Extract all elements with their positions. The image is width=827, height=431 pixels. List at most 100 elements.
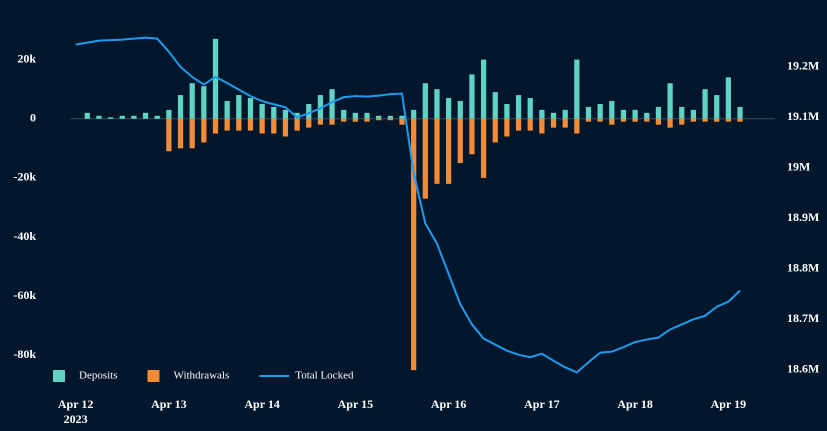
bar — [515, 95, 522, 119]
bar — [597, 103, 603, 119]
bar — [131, 115, 137, 119]
bar — [352, 112, 358, 119]
y-tick-label: 20k — [17, 51, 36, 65]
bar — [306, 118, 312, 128]
bar — [236, 118, 242, 131]
bar — [212, 38, 219, 119]
bar — [317, 118, 324, 125]
bar — [714, 118, 720, 122]
bar — [574, 118, 580, 134]
bar — [166, 118, 172, 152]
bar — [399, 118, 405, 125]
bar — [527, 118, 533, 131]
bar — [562, 109, 568, 119]
y2-tick-label: 18.8M — [787, 261, 819, 275]
bar — [725, 118, 731, 122]
x-tick-label: Apr 16 — [431, 397, 466, 411]
y-tick-label: -60k — [13, 288, 36, 302]
bar — [329, 89, 335, 119]
bar — [177, 95, 184, 119]
bar — [690, 109, 697, 119]
bar — [702, 89, 708, 119]
x-tick-label: Apr 15 — [338, 397, 373, 411]
bar — [515, 118, 522, 131]
bar — [702, 118, 708, 122]
bar — [655, 118, 662, 125]
bar — [562, 118, 568, 128]
x-tick-label: Apr 13 — [151, 397, 186, 411]
bar — [585, 118, 592, 122]
bar — [224, 118, 230, 131]
legend-label: Deposits — [79, 370, 118, 382]
bar — [620, 118, 627, 122]
bar — [387, 118, 393, 121]
x-tick-label: Apr 18 — [617, 397, 652, 411]
bar — [166, 109, 172, 119]
bar — [457, 101, 463, 119]
legend-swatch — [147, 370, 160, 382]
bar — [271, 106, 277, 119]
bar — [609, 101, 615, 119]
bar — [189, 83, 195, 119]
x-tick-label: Apr 17 — [524, 397, 559, 411]
bar — [480, 59, 487, 119]
y2-tick-label: 18.9M — [787, 210, 819, 224]
bar — [504, 103, 510, 119]
bar — [411, 118, 417, 371]
bar — [259, 118, 265, 134]
x-year-label: 2023 — [64, 412, 88, 426]
bar — [609, 118, 615, 125]
bar — [282, 109, 289, 119]
bar — [341, 109, 347, 119]
bar — [329, 118, 335, 125]
bar — [422, 83, 428, 119]
y2-tick-label: 18.6M — [787, 362, 819, 376]
bar — [247, 118, 254, 131]
bar — [469, 118, 475, 155]
bar — [679, 118, 685, 125]
y2-tick-label: 18.7M — [787, 311, 819, 325]
bar — [457, 118, 463, 164]
bar — [84, 112, 90, 119]
bar — [317, 95, 324, 119]
x-tick-label: Apr 14 — [244, 397, 279, 411]
bar — [294, 112, 300, 119]
bar — [271, 118, 277, 134]
bar — [259, 103, 265, 119]
bar — [107, 117, 114, 119]
bar — [282, 118, 289, 137]
bar — [446, 118, 452, 184]
bar — [341, 118, 347, 122]
bar — [667, 118, 673, 128]
bar — [574, 59, 580, 119]
bar — [422, 118, 428, 199]
bar — [527, 98, 533, 119]
bar — [387, 115, 393, 119]
y-tick-label: -40k — [13, 229, 36, 243]
bar — [434, 118, 440, 184]
bar — [480, 118, 487, 178]
bar — [411, 109, 417, 119]
bar — [492, 92, 498, 119]
bar — [690, 118, 697, 122]
bar — [679, 106, 685, 119]
x-tick-label: Apr 12 — [58, 397, 93, 411]
bar — [236, 95, 242, 119]
y-tick-label: -80k — [13, 347, 36, 361]
bar — [96, 115, 102, 119]
legend-label: Total Locked — [295, 370, 354, 382]
bar — [492, 118, 498, 143]
bar — [224, 101, 230, 119]
bar — [585, 106, 592, 119]
bar — [539, 118, 545, 134]
bar — [306, 103, 312, 119]
bar — [632, 118, 638, 122]
bar — [399, 115, 405, 119]
bar — [364, 112, 370, 119]
bar — [352, 118, 358, 122]
bar — [212, 118, 219, 134]
bar — [714, 95, 720, 119]
y-tick-label: 0 — [30, 111, 36, 125]
bar — [364, 118, 370, 122]
